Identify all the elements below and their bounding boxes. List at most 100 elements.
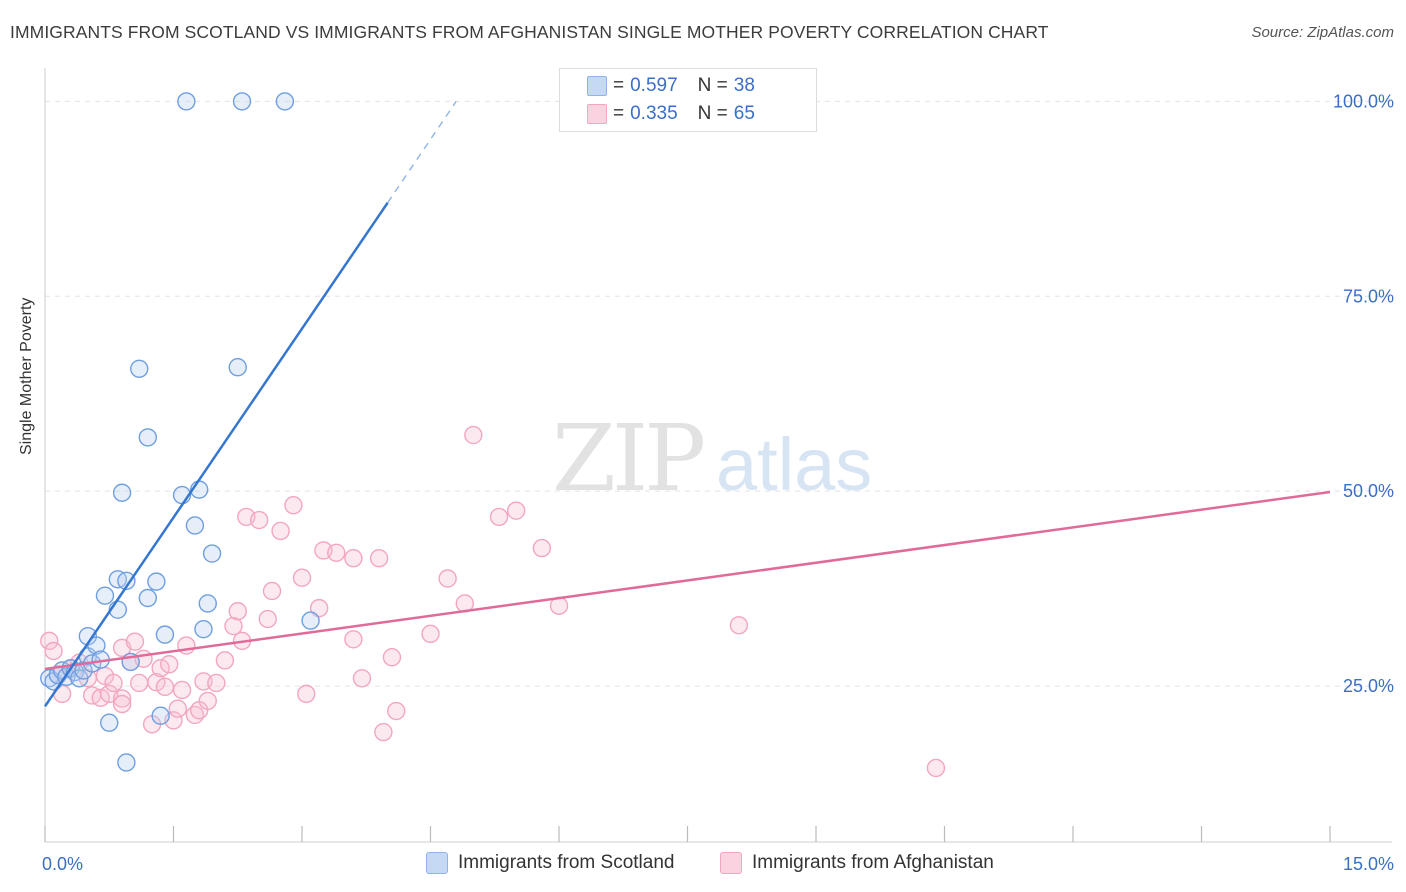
trend-line-scotland: [43, 202, 389, 708]
scotland-point: [228, 358, 247, 377]
afghanistan-point: [344, 630, 363, 649]
legend-swatch-afghanistan: [587, 104, 607, 124]
afghanistan-point: [207, 673, 226, 693]
scotland-points: [40, 92, 320, 772]
afghanistan-point: [155, 677, 175, 697]
scotland-point: [232, 92, 252, 111]
legend-item-afghanistan[interactable]: Immigrants from Afghanistan: [720, 852, 994, 874]
afghanistan-point: [464, 425, 483, 445]
y-tick-label: 50.0%: [1343, 481, 1394, 501]
scotland-point: [87, 636, 106, 655]
afghanistan-point: [249, 510, 269, 530]
afghanistan-point: [729, 616, 749, 635]
afghanistan-point: [104, 673, 123, 693]
legend-swatch-scotland: [426, 852, 448, 874]
scotland-point: [130, 359, 149, 378]
afghanistan-point: [382, 648, 402, 667]
afghanistan-point: [44, 641, 63, 661]
trend-lines: [43, 100, 1331, 708]
scotland-point: [112, 483, 132, 502]
scotland-point: [117, 753, 136, 772]
y-tick-label: 25.0%: [1343, 676, 1394, 696]
afghanistan-point: [151, 658, 170, 678]
scotland-point: [138, 588, 158, 608]
y-tick-label: 100.0%: [1333, 91, 1394, 111]
scotland-point: [185, 516, 205, 535]
scotland-point: [155, 625, 175, 644]
afghanistan-point: [130, 673, 149, 693]
legend-n-value: 38: [733, 75, 755, 96]
legend-swatch-scotland: [587, 76, 607, 96]
afghanistan-point: [160, 655, 179, 674]
watermark: ZIP atlas: [552, 405, 872, 512]
legend-item-scotland[interactable]: Immigrants from Scotland: [426, 852, 674, 874]
scotland-point: [117, 571, 136, 591]
trend-line-afghanistan: [44, 490, 1331, 671]
watermark-zip: ZIP: [552, 405, 703, 512]
afghanistan-point: [262, 581, 282, 601]
afghanistan-point: [125, 632, 145, 651]
scotland-point: [301, 611, 320, 630]
tick-labels: 25.0% 50.0% 75.0% 100.0% 0.0% 15.0%: [42, 91, 1394, 874]
afghanistan-point: [292, 568, 312, 587]
legend-row-afghanistan: R = 0.335 N = 65: [587, 102, 755, 126]
afghanistan-point: [369, 549, 389, 568]
x-tick-label: 0.0%: [42, 854, 83, 874]
afghanistan-point: [271, 521, 290, 541]
afghanistan-point: [258, 609, 277, 629]
axes: [44, 68, 1392, 843]
scotland-point: [198, 594, 217, 613]
chart-title: IMMIGRANTS FROM SCOTLAND VS IMMIGRANTS F…: [10, 22, 1049, 42]
afghanistan-point: [40, 631, 59, 651]
afghanistan-point: [926, 758, 946, 778]
afghanistan-point: [168, 699, 187, 718]
afghanistan-point: [438, 569, 457, 588]
afghanistan-point: [489, 507, 509, 527]
watermark-atlas: atlas: [716, 423, 872, 506]
afghanistan-point: [215, 651, 235, 670]
y-axis-label: Single Mother Poverty: [18, 297, 35, 455]
afghanistan-point: [91, 688, 110, 707]
afghanistan-point: [284, 496, 303, 515]
scotland-point: [95, 586, 115, 605]
afghanistan-point: [228, 602, 247, 621]
afghanistan-point: [532, 538, 552, 558]
afghanistan-point: [224, 616, 243, 636]
scotland-point: [147, 572, 166, 591]
afghanistan-points: [40, 425, 946, 778]
afghanistan-point: [309, 598, 329, 618]
legend-n-value: 65: [733, 103, 755, 124]
afghanistan-point: [506, 501, 526, 520]
afghanistan-point: [172, 680, 192, 700]
afghanistan-point: [297, 684, 316, 704]
scotland-point: [177, 92, 196, 111]
afghanistan-point: [327, 543, 346, 562]
y-tick-label: 75.0%: [1343, 286, 1394, 306]
scotland-point: [138, 428, 158, 447]
series-legend: Immigrants from Scotland Immigrants from…: [0, 852, 1406, 878]
afghanistan-point: [112, 689, 132, 708]
scotland-point: [151, 706, 170, 725]
legend-r-value: 0.597: [630, 75, 678, 96]
afghanistan-point: [374, 722, 393, 742]
afghanistan-point: [387, 701, 406, 721]
correlation-legend: R = 0.597 N = 38 R = 0.335 N = 65: [559, 68, 817, 132]
scotland-point: [194, 619, 213, 639]
afghanistan-point: [147, 672, 166, 692]
scotland-point: [275, 92, 295, 111]
scotland-point: [202, 544, 222, 563]
x-tick-label: 15.0%: [1343, 854, 1394, 874]
afghanistan-point: [112, 694, 132, 714]
afghanistan-point: [344, 549, 363, 568]
legend-label-afghanistan: Immigrants from Afghanistan: [752, 852, 994, 873]
legend-n-label: N =: [697, 75, 728, 96]
legend-n-label: N =: [697, 103, 728, 124]
scotland-point: [100, 713, 119, 732]
afghanistan-point: [352, 669, 372, 688]
legend-row-scotland: R = 0.597 N = 38: [587, 74, 755, 98]
source-credit: Source: ZipAtlas.com: [1251, 24, 1394, 41]
legend-r-value: 0.335: [630, 103, 678, 124]
afghanistan-point: [421, 624, 440, 644]
legend-swatch-afghanistan: [720, 852, 742, 874]
